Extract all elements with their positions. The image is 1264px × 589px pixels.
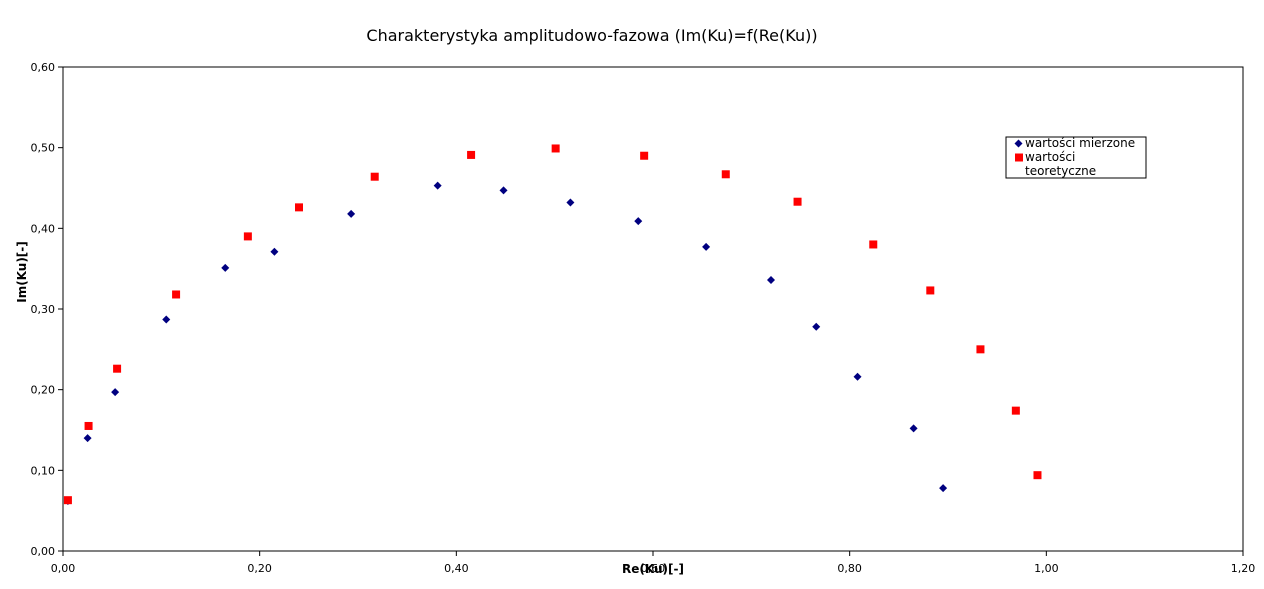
theoretical-point [243, 232, 252, 241]
measured-point [812, 322, 821, 331]
x-tick-label: 1,20 [1231, 562, 1256, 575]
x-tick-label: 0,00 [51, 562, 76, 575]
x-tick-label: 0,40 [444, 562, 469, 575]
measured-point [853, 372, 862, 381]
measured-point [499, 186, 508, 195]
theoretical-point [370, 172, 379, 181]
data-markers [63, 144, 1042, 505]
legend-diamond-marker [1014, 139, 1023, 148]
measured-point [634, 217, 643, 226]
x-tick-label: 0,80 [837, 562, 862, 575]
theoretical-point [721, 170, 730, 179]
theoretical-point [172, 290, 181, 299]
measured-point [702, 242, 711, 251]
theoretical-point [1011, 406, 1020, 415]
theoretical-point [1033, 471, 1042, 480]
theoretical-point [869, 240, 878, 249]
x-axis-ticks: 0,00 0,20 0,40 0,60 0,80 1,00 1,20 [51, 551, 1256, 575]
measured-point [162, 315, 171, 324]
y-axis-ticks: 0,00 0,10 0,20 0,30 0,40 0,50 0,60 [31, 61, 63, 558]
legend-label-theoretical-line2: teoretyczne [1025, 164, 1096, 178]
theoretical-point [640, 151, 649, 160]
y-tick-label: 0,00 [31, 545, 56, 558]
theoretical-point [976, 345, 985, 354]
measured-point [347, 209, 356, 218]
y-tick-label: 0,40 [31, 222, 56, 235]
legend-square-marker [1015, 153, 1023, 162]
measured-point [909, 424, 918, 433]
measured-point [433, 181, 442, 190]
theoretical-point [926, 286, 935, 295]
y-tick-label: 0,60 [31, 61, 56, 74]
theoretical-point [63, 496, 72, 505]
y-tick-label: 0,30 [31, 303, 56, 316]
theoretical-point [551, 144, 560, 153]
legend-label-measured: wartości mierzone [1025, 136, 1135, 150]
measured-point [270, 247, 279, 256]
theoretical-point [295, 203, 303, 212]
y-tick-label: 0,10 [31, 464, 56, 477]
legend: wartości mierzone wartości teoretyczne [1005, 136, 1147, 179]
theoretical-point [467, 150, 476, 159]
measured-point [111, 388, 120, 397]
measured-point [566, 198, 575, 207]
x-tick-label: 1,00 [1034, 562, 1059, 575]
theoretical-point [793, 197, 802, 206]
measured-point [83, 434, 92, 443]
legend-box [1005, 136, 1147, 179]
chart-title: Charakterystyka amplitudowo-fazowa (Im(K… [366, 26, 817, 45]
x-axis-label: Re(Ku)[-] [622, 562, 684, 576]
measured-point [767, 275, 775, 284]
measured-point [221, 263, 230, 272]
y-axis-label: Im(Ku)[-] [15, 241, 29, 303]
x-tick-label: 0,20 [247, 562, 272, 575]
x-tick-label: 0,60 [641, 562, 666, 575]
measured-point [939, 484, 948, 493]
theoretical-point [84, 421, 93, 430]
y-tick-label: 0,20 [31, 384, 56, 397]
theoretical-point [113, 364, 122, 373]
legend-label-theoretical-line1: wartości [1025, 150, 1075, 164]
y-tick-label: 0,50 [31, 142, 56, 155]
